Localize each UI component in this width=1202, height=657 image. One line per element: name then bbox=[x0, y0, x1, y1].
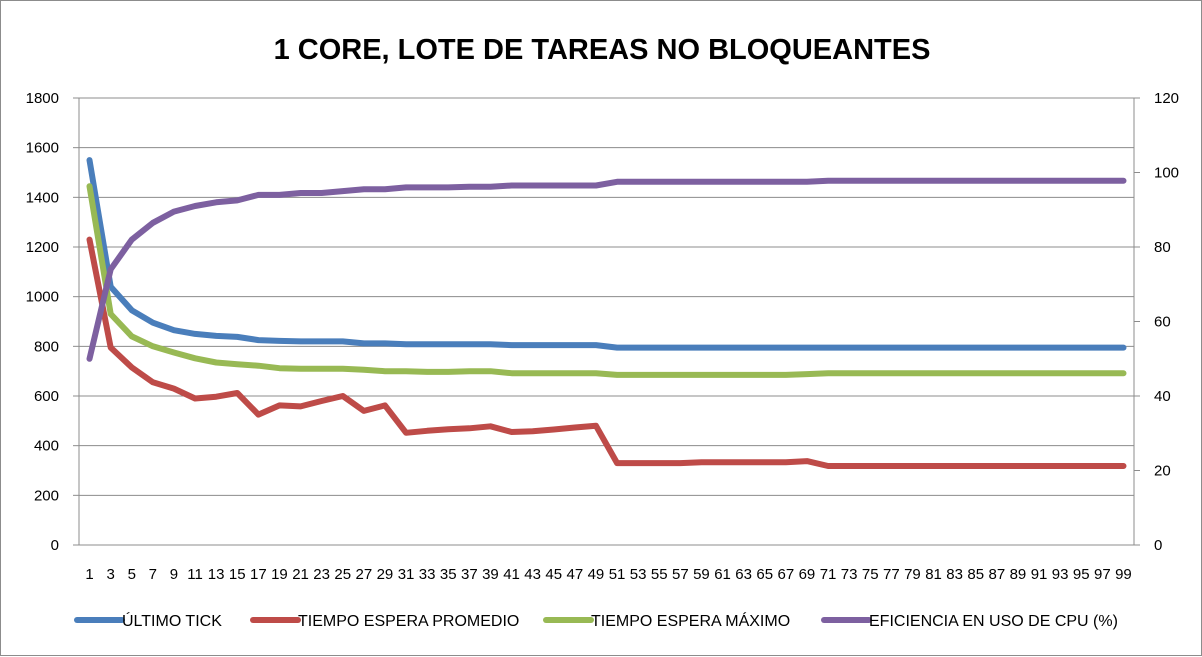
x-tick-label: 17 bbox=[250, 566, 267, 583]
series-line bbox=[86, 183, 1127, 378]
x-tick-label: 69 bbox=[799, 566, 816, 583]
x-tick-label: 37 bbox=[461, 566, 478, 583]
y2-tick-label: 120 bbox=[1154, 90, 1179, 107]
x-tick-label: 81 bbox=[925, 566, 942, 583]
x-tick-label: 91 bbox=[1031, 566, 1048, 583]
x-tick-label: 1 bbox=[85, 566, 93, 583]
x-tick-label: 87 bbox=[989, 566, 1006, 583]
y-tick-label: 1600 bbox=[26, 140, 59, 157]
x-tick-label: 41 bbox=[503, 566, 520, 583]
x-tick-label: 71 bbox=[820, 566, 837, 583]
gridlines bbox=[79, 97, 1134, 496]
legend-label: EFICIENCIA EN USO DE CPU (%) bbox=[869, 613, 1118, 630]
x-tick-label: 45 bbox=[545, 566, 562, 583]
x-tick-label: 51 bbox=[609, 566, 626, 583]
x-tick-label: 59 bbox=[693, 566, 710, 583]
x-tick-label: 35 bbox=[440, 566, 457, 583]
x-tick-label: 61 bbox=[714, 566, 731, 583]
x-tick-label: 9 bbox=[170, 566, 178, 583]
legend-label: TIEMPO ESPERA MÁXIMO bbox=[591, 611, 790, 630]
y2-axis-ticks: 0 20 40 60 80 100 120 bbox=[1134, 90, 1179, 554]
x-tick-label: 19 bbox=[271, 566, 288, 583]
x-tick-label: 29 bbox=[377, 566, 394, 583]
x-tick-label: 83 bbox=[946, 566, 963, 583]
axes bbox=[78, 98, 1135, 546]
y-tick-label: 400 bbox=[34, 438, 59, 455]
x-tick-label: 39 bbox=[482, 566, 499, 583]
x-tick-label: 25 bbox=[334, 566, 351, 583]
series-line bbox=[86, 177, 1127, 362]
y-axis-ticks: 0 200 400 600 800 1000 1200 1400 1600 1800 bbox=[26, 90, 79, 554]
chart-title: 1 CORE, LOTE DE TAREAS NO BLOQUEANTES bbox=[274, 34, 931, 66]
x-tick-label: 99 bbox=[1115, 566, 1132, 583]
y-tick-label: 0 bbox=[51, 537, 59, 554]
x-tick-label: 89 bbox=[1010, 566, 1027, 583]
x-tick-label: 95 bbox=[1073, 566, 1090, 583]
y-tick-label: 1000 bbox=[26, 289, 59, 306]
x-tick-label: 75 bbox=[862, 566, 879, 583]
y-tick-label: 800 bbox=[34, 338, 59, 355]
x-tick-label: 55 bbox=[651, 566, 668, 583]
y2-tick-label: 40 bbox=[1154, 388, 1171, 405]
y-tick-label: 1400 bbox=[26, 189, 59, 206]
x-tick-label: 27 bbox=[356, 566, 373, 583]
x-tick-label: 33 bbox=[419, 566, 436, 583]
x-tick-label: 11 bbox=[187, 566, 203, 583]
x-tick-label: 93 bbox=[1052, 566, 1069, 583]
x-axis-ticks: 1 3 5 7 9 11 13 15 17 19 21 23 25 27 29 31 33 35 37 39 41 43 4… bbox=[85, 566, 1131, 583]
y-tick-label: 1200 bbox=[26, 239, 59, 256]
y-tick-label: 1800 bbox=[26, 90, 59, 107]
x-tick-label: 31 bbox=[398, 566, 415, 583]
y-tick-label: 600 bbox=[34, 388, 59, 405]
x-tick-label: 67 bbox=[778, 566, 795, 583]
x-tick-label: 65 bbox=[756, 566, 773, 583]
series-line bbox=[86, 157, 1127, 351]
x-tick-label: 5 bbox=[128, 566, 136, 583]
x-tick-label: 23 bbox=[313, 566, 330, 583]
series-lines bbox=[86, 157, 1127, 469]
y2-tick-label: 0 bbox=[1154, 537, 1162, 554]
x-tick-label: 53 bbox=[630, 566, 647, 583]
x-tick-label: 79 bbox=[904, 566, 921, 583]
y-tick-label: 200 bbox=[34, 487, 59, 504]
x-tick-label: 85 bbox=[967, 566, 984, 583]
legend-label: TIEMPO ESPERA PROMEDIO bbox=[298, 613, 519, 630]
y2-tick-label: 20 bbox=[1154, 463, 1171, 480]
x-tick-label: 21 bbox=[292, 566, 309, 583]
x-tick-label: 3 bbox=[106, 566, 114, 583]
x-tick-label: 43 bbox=[524, 566, 541, 583]
x-tick-label: 49 bbox=[588, 566, 605, 583]
legend: ÚLTIMO TICK TIEMPO ESPERA PROMEDIO TIEMPO … bbox=[74, 611, 1118, 630]
x-tick-label: 77 bbox=[883, 566, 900, 583]
y2-tick-label: 60 bbox=[1154, 314, 1171, 331]
series-line bbox=[86, 236, 1127, 469]
x-tick-label: 47 bbox=[567, 566, 584, 583]
legend-label: ÚLTIMO TICK bbox=[122, 611, 222, 630]
x-tick-label: 13 bbox=[208, 566, 225, 583]
x-tick-label: 73 bbox=[841, 566, 858, 583]
y2-tick-label: 80 bbox=[1154, 239, 1171, 256]
x-tick-label: 15 bbox=[229, 566, 246, 583]
x-tick-label: 57 bbox=[672, 566, 689, 583]
y2-tick-label: 100 bbox=[1154, 165, 1179, 182]
x-tick-label: 7 bbox=[149, 566, 157, 583]
x-tick-label: 63 bbox=[735, 566, 752, 583]
x-tick-label: 97 bbox=[1094, 566, 1111, 583]
